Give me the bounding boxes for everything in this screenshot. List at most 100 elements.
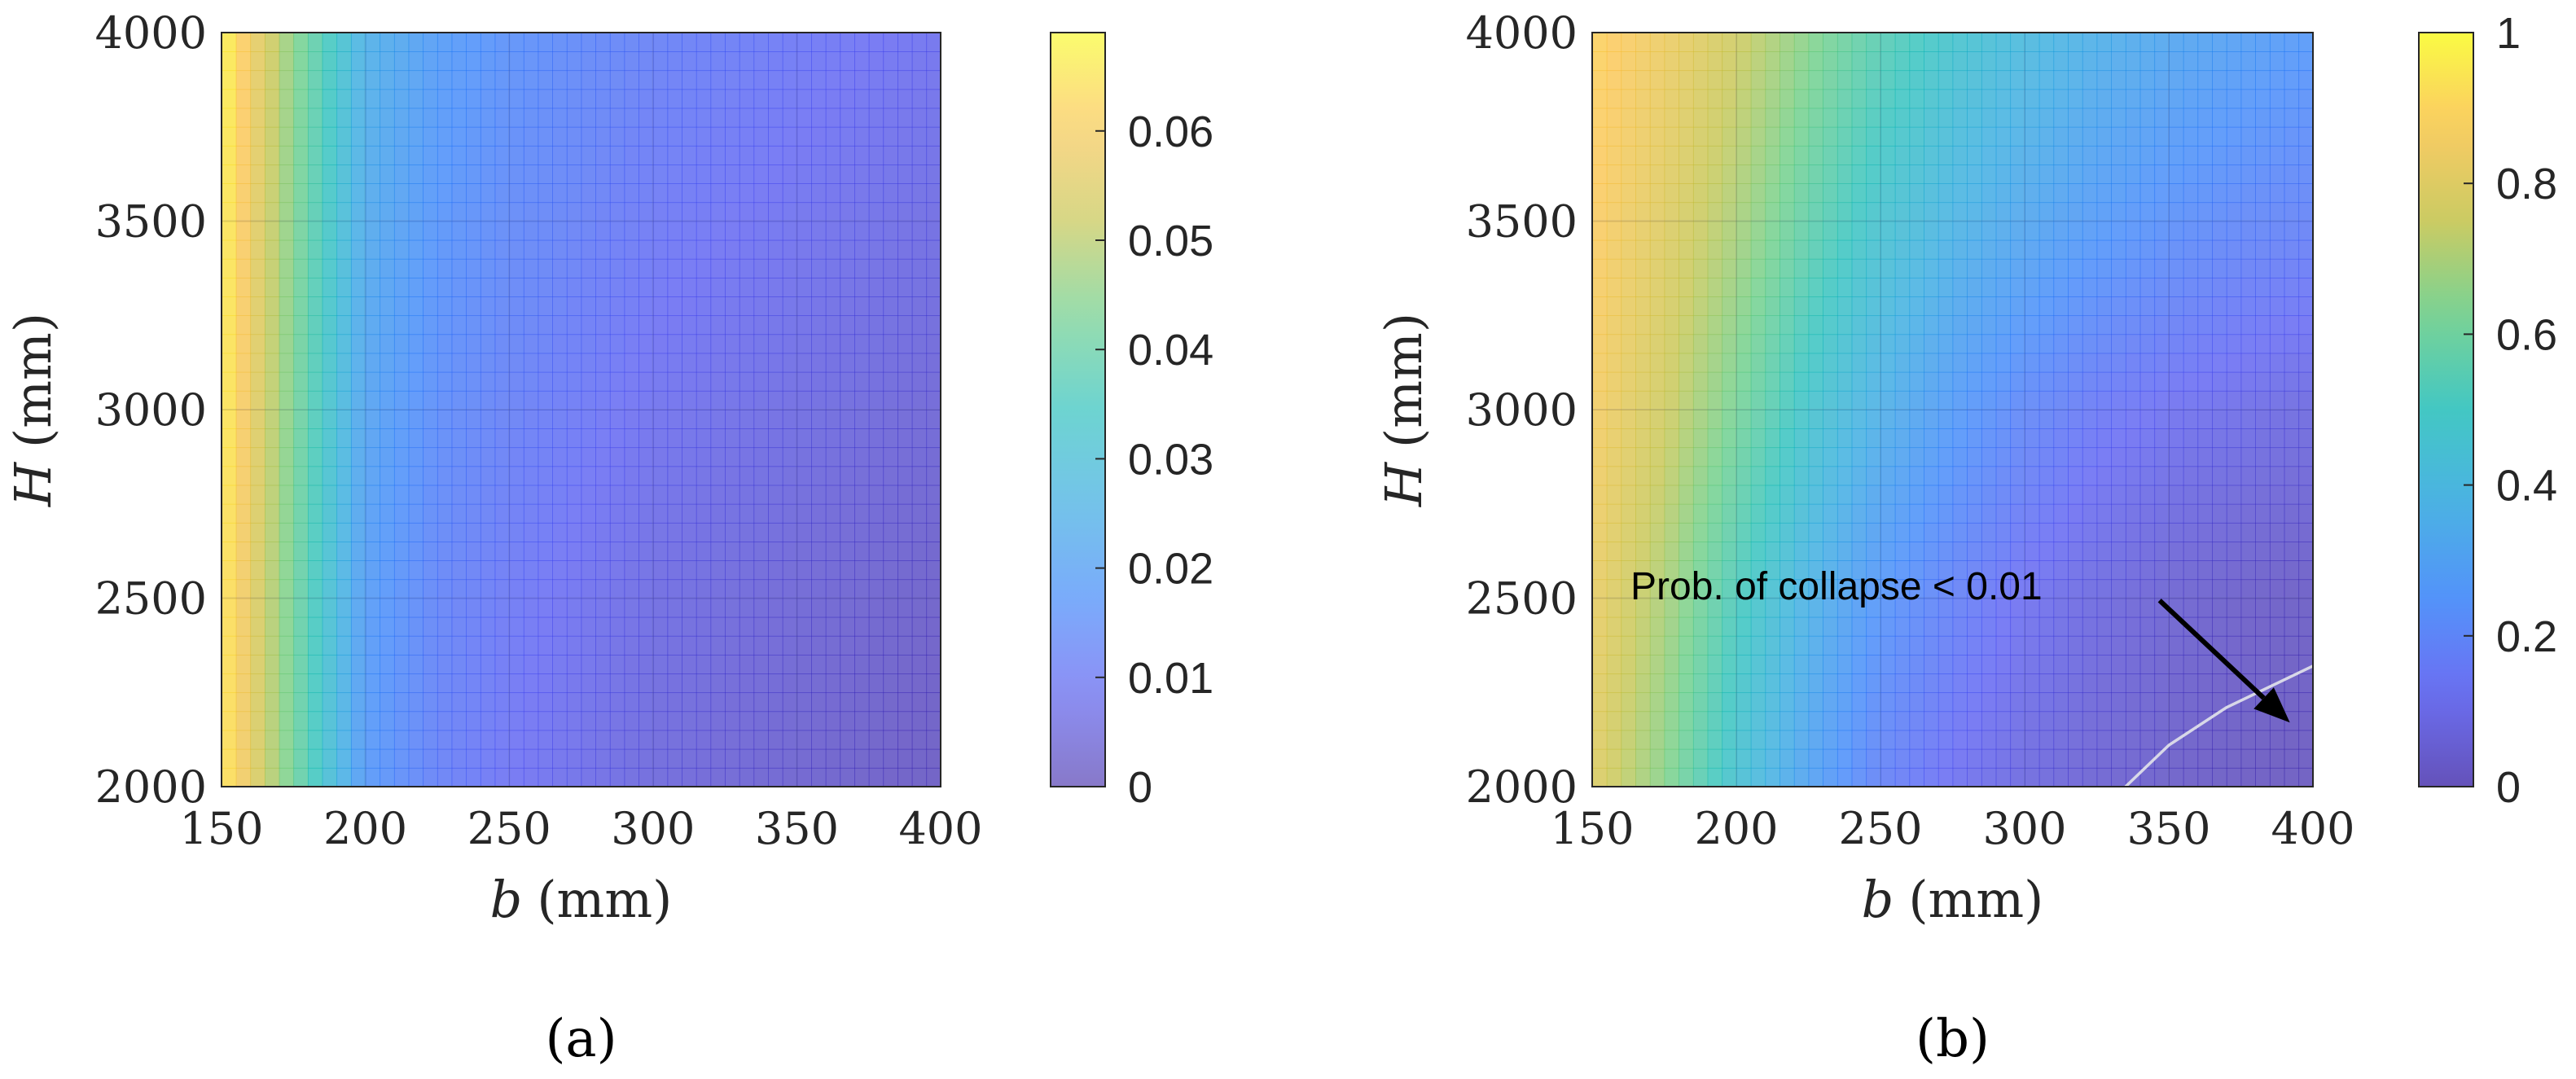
heatmap-cell	[768, 447, 783, 467]
heatmap-cell	[811, 277, 827, 297]
heatmap-cell	[264, 410, 280, 429]
heatmap-cell	[868, 466, 884, 486]
heatmap-cell	[926, 51, 941, 72]
heatmap-cell	[466, 315, 481, 336]
heatmap-cell	[1780, 258, 1795, 279]
heatmap-cell	[250, 334, 265, 354]
heatmap-cell	[2197, 51, 2213, 72]
heatmap-cell	[1924, 616, 1939, 637]
heatmap-cell	[1664, 711, 1679, 731]
heatmap-cell	[581, 145, 596, 165]
heatmap-cell	[1592, 183, 1608, 204]
heatmap-cell	[2226, 485, 2242, 505]
heatmap-cell	[2154, 673, 2170, 694]
heatmap-cell	[2269, 503, 2285, 524]
heatmap-cell	[811, 183, 827, 204]
heatmap-cell	[897, 616, 913, 637]
heatmap-cell	[279, 692, 295, 713]
heatmap-cell	[523, 145, 539, 165]
heatmap-cell	[725, 33, 740, 52]
heatmap-cell	[1750, 711, 1766, 731]
heatmap-cell	[897, 70, 913, 90]
heatmap-cell	[2125, 315, 2141, 336]
heatmap-cell	[1866, 164, 1881, 184]
x-axis-label-a: b (mm)	[490, 870, 673, 929]
heatmap-cell	[1823, 107, 1838, 128]
heatmap-cell	[796, 447, 812, 467]
heatmap-cell	[2111, 277, 2126, 297]
heatmap-cell	[1851, 296, 1867, 317]
heatmap-cell	[393, 164, 410, 184]
heatmap-cell	[350, 730, 366, 750]
heatmap-cell	[523, 296, 539, 317]
heatmap-cell	[2096, 410, 2112, 429]
x-tick-labels-a: 150 200 250 300 350 400	[179, 803, 982, 854]
heatmap-cell	[1722, 579, 1737, 599]
heatmap-cell	[2183, 183, 2199, 204]
heatmap-cell	[2183, 390, 2199, 410]
heatmap-cell	[609, 542, 625, 561]
heatmap-cell	[725, 560, 740, 581]
heatmap-cell	[1780, 730, 1795, 750]
heatmap-cell	[1851, 390, 1867, 410]
heatmap-cell	[2284, 635, 2300, 656]
heatmap-cell	[552, 692, 568, 713]
heatmap-cell	[682, 730, 697, 750]
heatmap-cell	[566, 371, 582, 392]
heatmap-cell	[725, 692, 740, 713]
heatmap-cell	[1808, 560, 1823, 581]
heatmap-cell	[1780, 107, 1795, 128]
heatmap-cell	[682, 692, 697, 713]
heatmap-cell	[1894, 371, 1911, 392]
heatmap-cell	[1679, 390, 1694, 410]
heatmap-cell	[552, 145, 568, 165]
heatmap-cell	[2298, 202, 2314, 222]
heatmap-cell	[739, 579, 755, 599]
heatmap-cell	[1967, 371, 1982, 392]
heatmap-cell	[768, 485, 783, 505]
heatmap-cell	[322, 107, 338, 128]
heatmap-cell	[523, 616, 539, 637]
heatmap-cell	[393, 145, 410, 165]
heatmap-cell	[307, 334, 323, 354]
heatmap-cell	[408, 89, 424, 109]
heatmap-cell	[380, 371, 395, 392]
heatmap-cell	[1894, 258, 1911, 279]
heatmap-cell	[1837, 692, 1853, 713]
heatmap-cell	[509, 107, 524, 128]
heatmap-cell	[235, 239, 252, 260]
heatmap-cell	[796, 485, 812, 505]
heatmap-cell	[1692, 522, 1709, 542]
heatmap-cell	[307, 277, 323, 297]
heatmap-cell	[1837, 410, 1853, 429]
heatmap-cell	[2068, 503, 2083, 524]
heatmap-cell	[1967, 183, 1982, 204]
heatmap-cell	[523, 70, 539, 90]
heatmap-cell	[2169, 258, 2184, 279]
heatmap-cell	[897, 221, 913, 241]
heatmap-cell	[667, 33, 682, 52]
heatmap-cell	[1765, 145, 1780, 165]
heatmap-cell	[2068, 296, 2083, 317]
heatmap-cell	[753, 447, 769, 467]
heatmap-cell	[2255, 107, 2271, 128]
heatmap-cell	[393, 390, 410, 410]
heatmap-cell	[1967, 616, 1982, 637]
heatmap-cell	[2010, 560, 2025, 581]
heatmap-cell	[1692, 221, 1709, 241]
heatmap-cell	[782, 145, 798, 165]
heatmap-cell	[1765, 560, 1780, 581]
heatmap-cell	[1621, 466, 1636, 486]
heatmap-cell	[350, 466, 366, 486]
heatmap-cell	[840, 654, 855, 674]
heatmap-cell	[1924, 51, 1939, 72]
heatmap-cell	[2284, 239, 2300, 260]
heatmap-cell	[2010, 126, 2025, 147]
heatmap-cell	[2025, 542, 2040, 561]
heatmap-cell	[2154, 692, 2170, 713]
heatmap-cell	[365, 654, 381, 674]
heatmap-cell	[1635, 485, 1651, 505]
heatmap-cell	[1750, 89, 1766, 109]
heatmap-cell	[1981, 542, 1997, 561]
x-tick-label: 350	[755, 803, 839, 854]
